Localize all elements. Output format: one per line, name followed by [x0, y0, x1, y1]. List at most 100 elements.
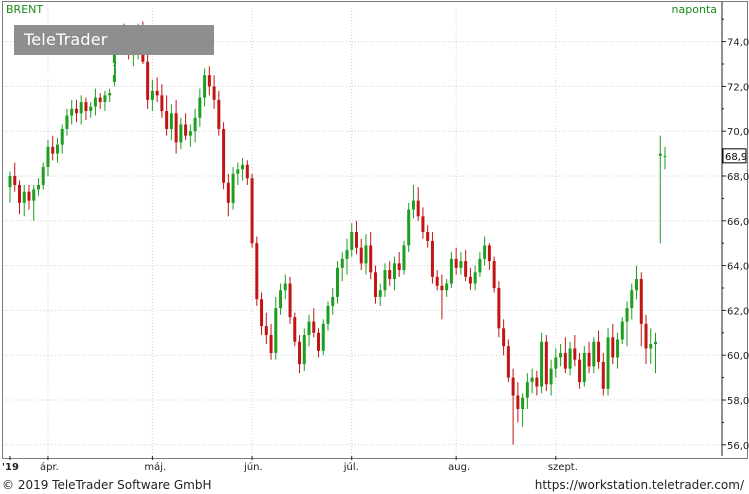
y-tick-label: 68,0: [727, 172, 749, 183]
candle-body: [530, 377, 534, 383]
candle-body: [350, 232, 354, 250]
y-tick-label: 74,0: [727, 38, 749, 49]
candle-body: [635, 279, 639, 291]
candle-body: [440, 285, 444, 291]
chart-frame: [2, 1, 748, 459]
candle-body: [654, 341, 658, 344]
candle-body: [51, 146, 55, 154]
candle-body: [421, 216, 425, 232]
candle-body: [179, 124, 183, 143]
candle-body: [293, 317, 297, 342]
candle-body: [84, 102, 88, 112]
candle-body: [592, 341, 596, 367]
candle-body: [459, 261, 463, 268]
candle-body: [298, 341, 302, 365]
candle-body: [98, 97, 102, 103]
candle-body: [103, 95, 107, 103]
symbol-label: BRENT: [6, 3, 44, 16]
candle-body: [188, 131, 192, 136]
candle-body: [345, 249, 349, 259]
candle-body: [336, 267, 339, 297]
candle-body: [601, 361, 605, 389]
y-tick-label: 58,0: [727, 396, 749, 407]
candle-body: [373, 272, 377, 297]
candle-body: [454, 258, 458, 268]
candle-body: [288, 283, 292, 318]
candle-body: [445, 283, 449, 291]
candle-body: [193, 117, 197, 132]
candle-body: [307, 321, 311, 336]
y-tick-label: 66,0: [727, 217, 749, 228]
candle-body: [544, 341, 548, 385]
candle-body: [146, 61, 150, 100]
candle-body: [212, 86, 216, 100]
x-tick-label: júl.: [343, 461, 359, 473]
candle-body: [260, 299, 264, 327]
candle-body: [407, 209, 411, 246]
x-tick-label: aug.: [448, 462, 470, 473]
candle-body: [563, 352, 567, 369]
candle-body: [264, 326, 268, 336]
candle-body: [620, 321, 624, 340]
candle-body: [549, 368, 553, 385]
candle-body: [378, 290, 382, 297]
candle-body: [663, 155, 667, 157]
candle-body: [492, 261, 496, 288]
y-tick-label: 62,0: [727, 306, 749, 317]
candle-body: [611, 337, 615, 358]
candle-body: [27, 191, 31, 201]
candle-body: [430, 240, 434, 277]
candle-body: [217, 99, 221, 129]
candle-body: [184, 124, 188, 136]
candle-body: [639, 279, 643, 324]
candle-body: [625, 308, 629, 322]
candle-body: [255, 243, 259, 300]
logo-text-2: WorkStation: [24, 60, 139, 79]
candle-body: [435, 276, 439, 286]
candle-body: [283, 283, 287, 291]
candle-body: [108, 93, 112, 96]
candle-body: [525, 382, 529, 398]
candle-body: [644, 323, 648, 349]
candle-body: [326, 305, 330, 324]
candle-body: [226, 182, 230, 203]
candle-body: [198, 97, 202, 118]
candle-body: [155, 90, 159, 96]
candle-body: [411, 200, 415, 210]
candle-body: [364, 245, 368, 264]
candle-body: [70, 108, 74, 116]
candle-body: [497, 288, 501, 329]
copyright-text: © 2019 TeleTrader Software GmbH: [2, 478, 212, 492]
candle-body: [359, 247, 363, 264]
candle-body: [340, 258, 344, 268]
candle-body: [426, 232, 430, 241]
candle-body: [587, 352, 591, 367]
candle-body: [397, 263, 401, 271]
candle-body: [402, 245, 406, 271]
candle-body: [483, 245, 487, 259]
candle-body: [578, 359, 582, 383]
candle-body: [279, 290, 283, 309]
candle-body: [32, 189, 36, 201]
y-tick-label: 72,0: [727, 82, 749, 93]
frequency-label: naponta: [671, 3, 717, 16]
candle-body: [568, 348, 572, 369]
candle-body: [487, 245, 491, 262]
x-axis: '19 ápr. máj. jún. júl. aug. szept.: [2, 456, 578, 473]
candle-body: [630, 290, 634, 309]
candle-body: [17, 184, 21, 203]
last-value-label: 68,9: [725, 152, 747, 163]
candle-body: [502, 328, 506, 347]
candle-body: [312, 321, 316, 333]
x-tick-label: '19: [2, 462, 19, 473]
candle-body: [150, 90, 154, 100]
candle-body: [478, 258, 482, 273]
candle-body: [658, 153, 662, 156]
candle-body: [245, 164, 249, 179]
y-tick-label: 64,0: [727, 262, 749, 273]
x-tick-label: máj.: [144, 461, 166, 473]
candle-body: [165, 111, 169, 129]
candle-body: [392, 263, 396, 280]
y-tick-label: 70,0: [727, 127, 749, 138]
